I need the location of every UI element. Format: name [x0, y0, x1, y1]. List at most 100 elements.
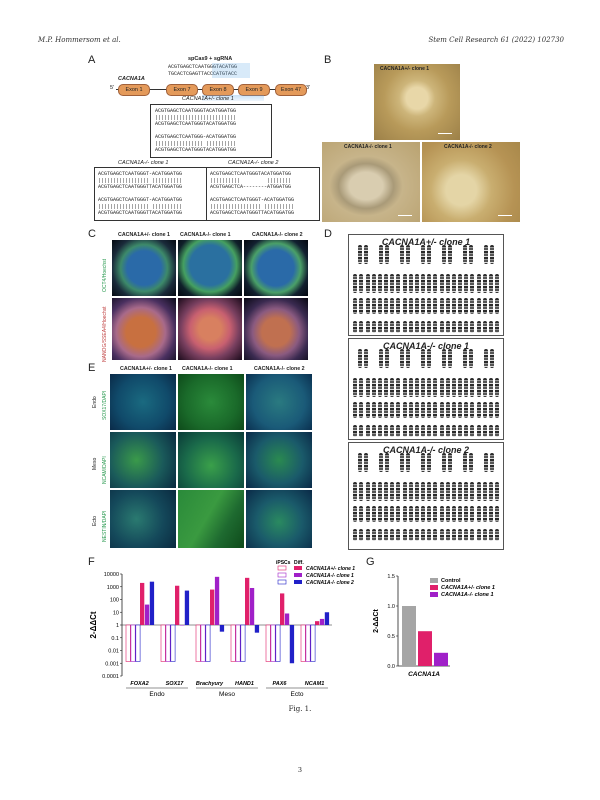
chromosome [396, 425, 401, 437]
chromosome [464, 298, 469, 314]
brightfield-ko-clone-2: CACNA1A-/- clone 2 [422, 142, 520, 222]
chromosome [402, 298, 407, 314]
ipsc-bar [205, 624, 211, 662]
if-oct4-het [112, 240, 176, 296]
chromosome [399, 349, 404, 368]
chromosome [371, 298, 376, 314]
chromosome [433, 298, 438, 314]
chromosome [365, 378, 370, 397]
chromosome [359, 321, 364, 333]
category-label: NCAM1 [305, 681, 325, 687]
e-col-het: CACNA1A+/- clone 1 [120, 366, 172, 372]
exon-47: Exon 47 [275, 84, 307, 96]
chromosome [445, 529, 450, 541]
chromosome [442, 349, 447, 368]
chromosome [427, 298, 432, 314]
page-number: 3 [297, 766, 303, 774]
three-prime-label: 3' [306, 85, 311, 91]
y-tick-label: 0.001 [105, 661, 119, 667]
chromosome [353, 378, 358, 397]
ipsc-bar [170, 624, 176, 662]
chromosome [442, 245, 447, 264]
chromosome [464, 425, 469, 437]
chromosome [482, 529, 487, 541]
chromosome [378, 453, 383, 472]
chromosome [457, 402, 462, 418]
chromosome [414, 402, 419, 418]
chromosome [451, 529, 456, 541]
chromosome [488, 506, 493, 522]
ko2-alignment-text: ACGTGAGCTCAATGGGTACATGGATGG |||||||||| |… [210, 171, 295, 216]
ipsc-bar [305, 624, 311, 662]
c-col-ko2: CACNA1A-/- clone 2 [252, 232, 303, 238]
if-ncam-ko1 [178, 432, 244, 488]
chromosome [464, 378, 469, 397]
chromosome [420, 378, 425, 397]
diff-bar [324, 612, 330, 625]
category-label: PAX6 [273, 681, 288, 687]
chromosome [377, 321, 382, 333]
chromosome [445, 482, 450, 501]
karyotype-chromosomes [349, 453, 503, 547]
y-tick-label: 1 [116, 623, 119, 629]
chromosome [433, 482, 438, 501]
diff-bar [219, 625, 225, 632]
panel-label-f: F [88, 556, 95, 568]
chromosome [470, 529, 475, 541]
brightfield-het-title: CACNA1A+/- clone 1 [380, 66, 430, 72]
chromosome [390, 402, 395, 418]
chromosome [408, 506, 413, 522]
chromosome [445, 274, 450, 293]
diff-bar [184, 590, 190, 625]
chromosome [359, 274, 364, 293]
e-row-ncam: NCAM/DAPI [102, 456, 108, 484]
group-label: Endo [149, 691, 165, 698]
chromosome [476, 529, 481, 541]
ko1-clone-title: CACNA1A-/- clone 1 [118, 160, 169, 166]
chromosome [390, 274, 395, 293]
chromosome [414, 482, 419, 501]
chromosome [490, 349, 495, 368]
if-oct4-ko2 [244, 240, 308, 296]
chromosome [476, 321, 481, 333]
chromosome [377, 506, 382, 522]
chromosome [470, 298, 475, 314]
e-row-sox17: SOX17/DAPI [102, 390, 108, 420]
chromosome [363, 245, 368, 264]
chromosome [402, 529, 407, 541]
karyotype-ko-clone-2: CACNA1A-/- clone 2 [348, 442, 504, 550]
chromosome [408, 529, 413, 541]
y-tick-label: 0.0 [387, 664, 395, 670]
legend-head-diff: Diff. [294, 560, 304, 566]
chromosome [445, 506, 450, 522]
chromosome [396, 506, 401, 522]
legend-swatch-ipsc [277, 579, 287, 585]
chromosome [408, 482, 413, 501]
ko1-alignment-text: ACGTGAGCTCAATGGGT-ACATGGATGG |||||||||||… [98, 171, 183, 216]
chromosome [482, 402, 487, 418]
panel-label-g: G [366, 556, 375, 568]
ipsc-bar [195, 624, 201, 662]
chromosome [357, 453, 362, 472]
exon-7: Exon 7 [166, 84, 198, 96]
diff-bar [144, 604, 150, 625]
five-prime-label: 5' [110, 85, 115, 91]
if-sox17-ko2 [246, 374, 312, 430]
chromosome [365, 425, 370, 437]
chromosome [427, 274, 432, 293]
chromosome [420, 425, 425, 437]
ipsc-bar [300, 624, 306, 662]
if-nanog-ko2 [244, 298, 308, 360]
chromosome [402, 506, 407, 522]
y-tick-label: 0.5 [387, 634, 395, 640]
chromosome [457, 298, 462, 314]
ipsc-bar [160, 624, 166, 662]
chromosome [365, 298, 370, 314]
y-tick-label: 10000 [104, 572, 119, 578]
chromosome [396, 482, 401, 501]
chromosome [402, 321, 407, 333]
figure-caption: Fig. 1. [288, 705, 312, 713]
category-label: Brachyury [196, 681, 224, 687]
legend-swatch [430, 585, 438, 590]
bar [434, 652, 448, 666]
